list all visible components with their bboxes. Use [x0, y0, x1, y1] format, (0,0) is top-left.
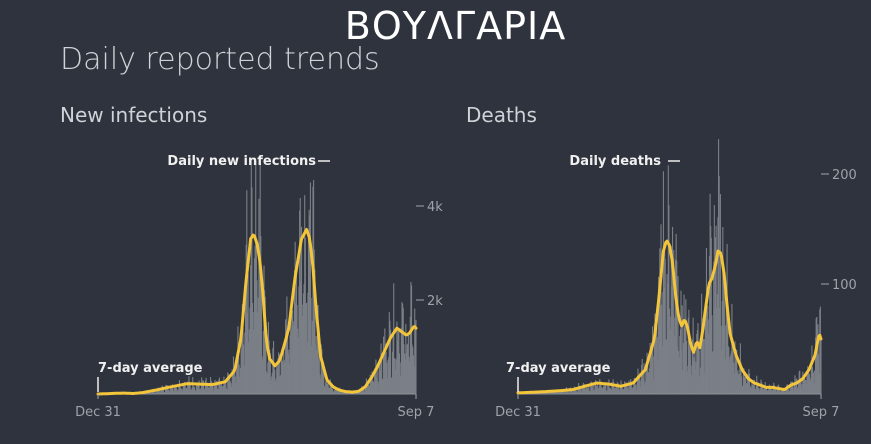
- daily-bars: [98, 158, 417, 394]
- x-tick-label-end: Sep 7: [803, 405, 840, 420]
- y-tick-label: 4k: [427, 200, 443, 215]
- x-tick-label-end: Sep 7: [398, 405, 435, 420]
- infections-chart: 2k 4k Dec 31 Sep 7 7-day average Daily new in…: [75, 154, 443, 420]
- seven-day-average-line: [516, 239, 823, 395]
- deaths-chart: 100 200 Dec 31 Sep 7 7-day average Daily deat…: [495, 139, 857, 420]
- infections-panel-title: New infections: [60, 103, 208, 127]
- x-tick-label-start: Dec 31: [495, 405, 541, 420]
- average-annotation-label: 7-day average: [98, 361, 203, 376]
- x-tick-label-start: Dec 31: [75, 405, 121, 420]
- page-heading: Daily reported trends: [60, 42, 380, 77]
- seven-day-average-line: [96, 228, 418, 396]
- daily-bars: [517, 139, 822, 394]
- y-tick-label: 100: [832, 278, 857, 293]
- y-tick-label: 2k: [427, 294, 443, 309]
- country-title: ΒΟΥΛΓΑΡΙΑ: [344, 4, 567, 48]
- bars-annotation-label: Daily deaths: [569, 154, 661, 169]
- bars-annotation-label: Daily new infections: [167, 154, 316, 169]
- deaths-panel-title: Deaths: [466, 103, 537, 127]
- average-annotation-label: 7-day average: [506, 361, 611, 376]
- y-tick-label: 200: [832, 168, 857, 183]
